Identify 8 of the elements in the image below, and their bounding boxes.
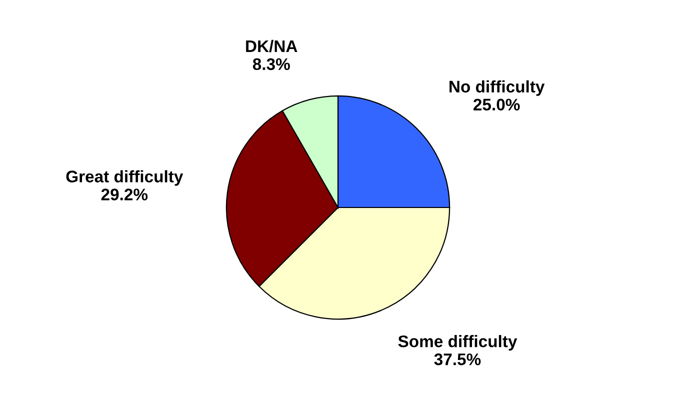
slice-label: DK/NA	[246, 40, 298, 52]
data-label: 8.3%	[252, 58, 290, 70]
data-label: 29.2%	[101, 188, 148, 200]
slice-label: No difficulty	[450, 80, 545, 96]
data-label: 25.0%	[474, 98, 520, 111]
slice-label: Some difficulty	[398, 335, 518, 351]
data-label: 37.5%	[434, 353, 481, 366]
slice-label: Great difficulty	[66, 170, 184, 186]
